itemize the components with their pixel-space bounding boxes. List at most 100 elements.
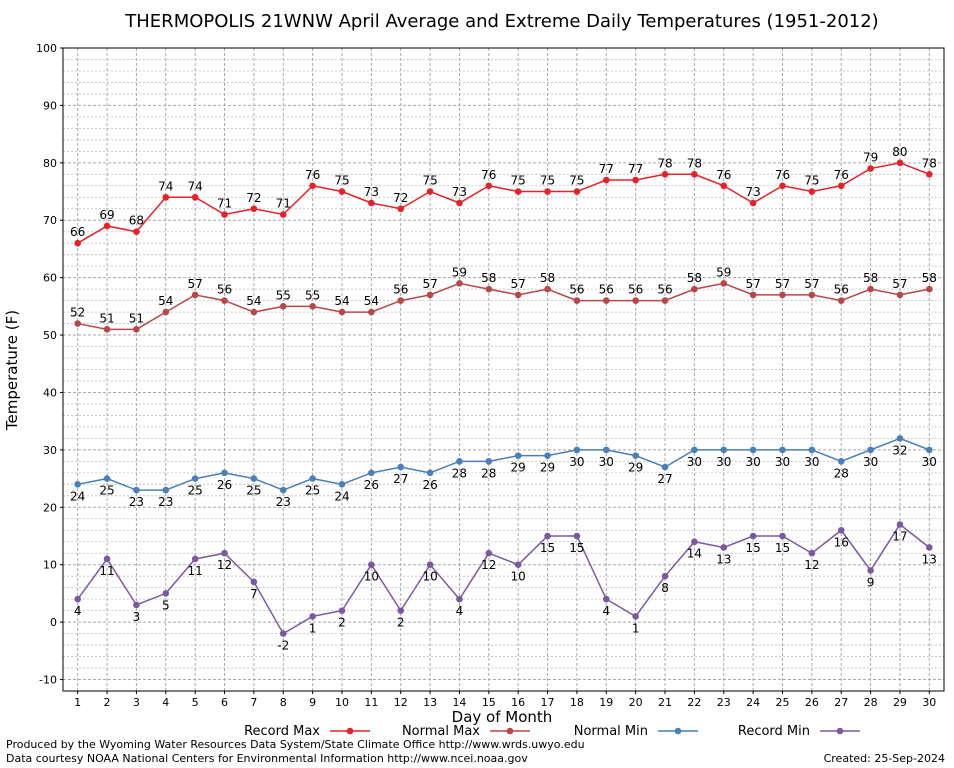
data-point [514, 561, 522, 568]
data-point [338, 188, 346, 195]
data-label: 76 [305, 168, 320, 182]
data-point [397, 297, 405, 304]
data-point [896, 521, 904, 528]
data-label: 57 [511, 277, 526, 291]
legend-label: Normal Max [402, 724, 480, 739]
x-tick-label: 26 [805, 696, 819, 709]
data-label: 54 [246, 294, 261, 308]
data-point [661, 463, 669, 471]
data-label: 13 [922, 552, 937, 566]
data-point [544, 532, 551, 540]
data-label: 58 [922, 271, 937, 285]
data-label: 66 [70, 225, 85, 239]
data-label: 74 [158, 179, 173, 193]
data-point [779, 291, 786, 299]
legend-label: Normal Min [574, 724, 648, 739]
x-tick-label: 17 [541, 696, 555, 709]
series-normal-max: 52 51 51 54 57 56 54 55 55 54 54 56 57 59 58 57 58 56 56 56… [70, 265, 937, 333]
data-point [661, 297, 669, 304]
data-point [632, 176, 639, 184]
data-point [837, 458, 845, 465]
data-point [456, 458, 463, 465]
legend-swatch-marker [506, 727, 514, 735]
data-point [74, 595, 81, 603]
data-label: 26 [364, 478, 379, 492]
data-label: 25 [305, 484, 320, 498]
data-point [191, 555, 199, 563]
data-point [485, 549, 493, 557]
legend-label: Record Min [738, 724, 810, 739]
x-tick-label: 24 [746, 696, 760, 709]
data-point [808, 446, 816, 454]
y-tick-label: 100 [36, 42, 57, 55]
data-label: 23 [129, 495, 144, 509]
data-point [338, 481, 346, 488]
legend-entry: Record Max [244, 724, 370, 739]
data-point [749, 446, 757, 454]
data-label: 51 [129, 311, 144, 325]
data-point [338, 308, 346, 316]
data-label: 4 [74, 604, 82, 618]
x-tick-label: 9 [309, 696, 316, 709]
data-point [250, 475, 258, 482]
data-label: 1 [632, 621, 640, 635]
data-point [837, 297, 845, 304]
data-point [162, 193, 170, 201]
data-label: 10 [422, 570, 437, 584]
data-point [191, 193, 199, 201]
data-point [749, 291, 757, 299]
series-line [77, 523, 930, 635]
data-point [338, 607, 346, 614]
data-label: 59 [452, 265, 467, 279]
y-axis-label: Temperature (F) [3, 310, 21, 431]
data-label: 76 [834, 168, 849, 182]
data-point [162, 486, 170, 494]
data-label: 77 [628, 162, 643, 176]
data-label: 17 [892, 530, 907, 544]
data-label: 23 [158, 495, 173, 509]
y-tick-label: -10 [39, 674, 57, 687]
data-point [426, 291, 434, 299]
x-tick-label: 30 [922, 696, 936, 709]
data-point [397, 205, 405, 213]
data-label: 75 [422, 174, 437, 188]
data-label: 54 [334, 294, 349, 308]
data-point [485, 458, 493, 465]
data-label: 24 [334, 489, 349, 503]
data-label: 56 [393, 283, 408, 297]
data-label: 29 [540, 461, 555, 475]
data-label: 25 [99, 484, 114, 498]
data-label: 56 [628, 283, 643, 297]
data-point [602, 446, 610, 454]
data-label: 12 [804, 558, 819, 572]
series-normal-min: 24 25 23 23 25 26 25 23 25 24 26 27 26 28 28 29 29 30 30 29… [70, 435, 937, 509]
x-tick-label: 1 [74, 696, 81, 709]
data-label: 76 [775, 168, 790, 182]
x-tick-label: 23 [717, 696, 731, 709]
data-point [250, 308, 258, 316]
data-point [368, 469, 375, 477]
x-tick-label: 16 [511, 696, 525, 709]
data-point [632, 297, 639, 304]
data-label: 58 [687, 271, 702, 285]
data-label: 11 [188, 564, 203, 578]
data-point [837, 526, 845, 534]
data-label: 7 [250, 587, 258, 601]
data-point [309, 475, 316, 482]
x-tick-label: 14 [452, 696, 466, 709]
data-point [221, 469, 228, 477]
chart-title: THERMOPOLIS 21WNW April Average and Extr… [124, 11, 878, 32]
data-point [691, 446, 698, 454]
data-point [896, 435, 904, 442]
data-point [426, 469, 434, 477]
series-line [77, 437, 930, 491]
data-point [808, 549, 816, 557]
data-label: 56 [217, 283, 232, 297]
data-point [103, 475, 111, 482]
data-label: 58 [481, 271, 496, 285]
y-tick-label: 70 [43, 214, 57, 227]
data-label: 75 [334, 174, 349, 188]
data-point [485, 285, 493, 293]
